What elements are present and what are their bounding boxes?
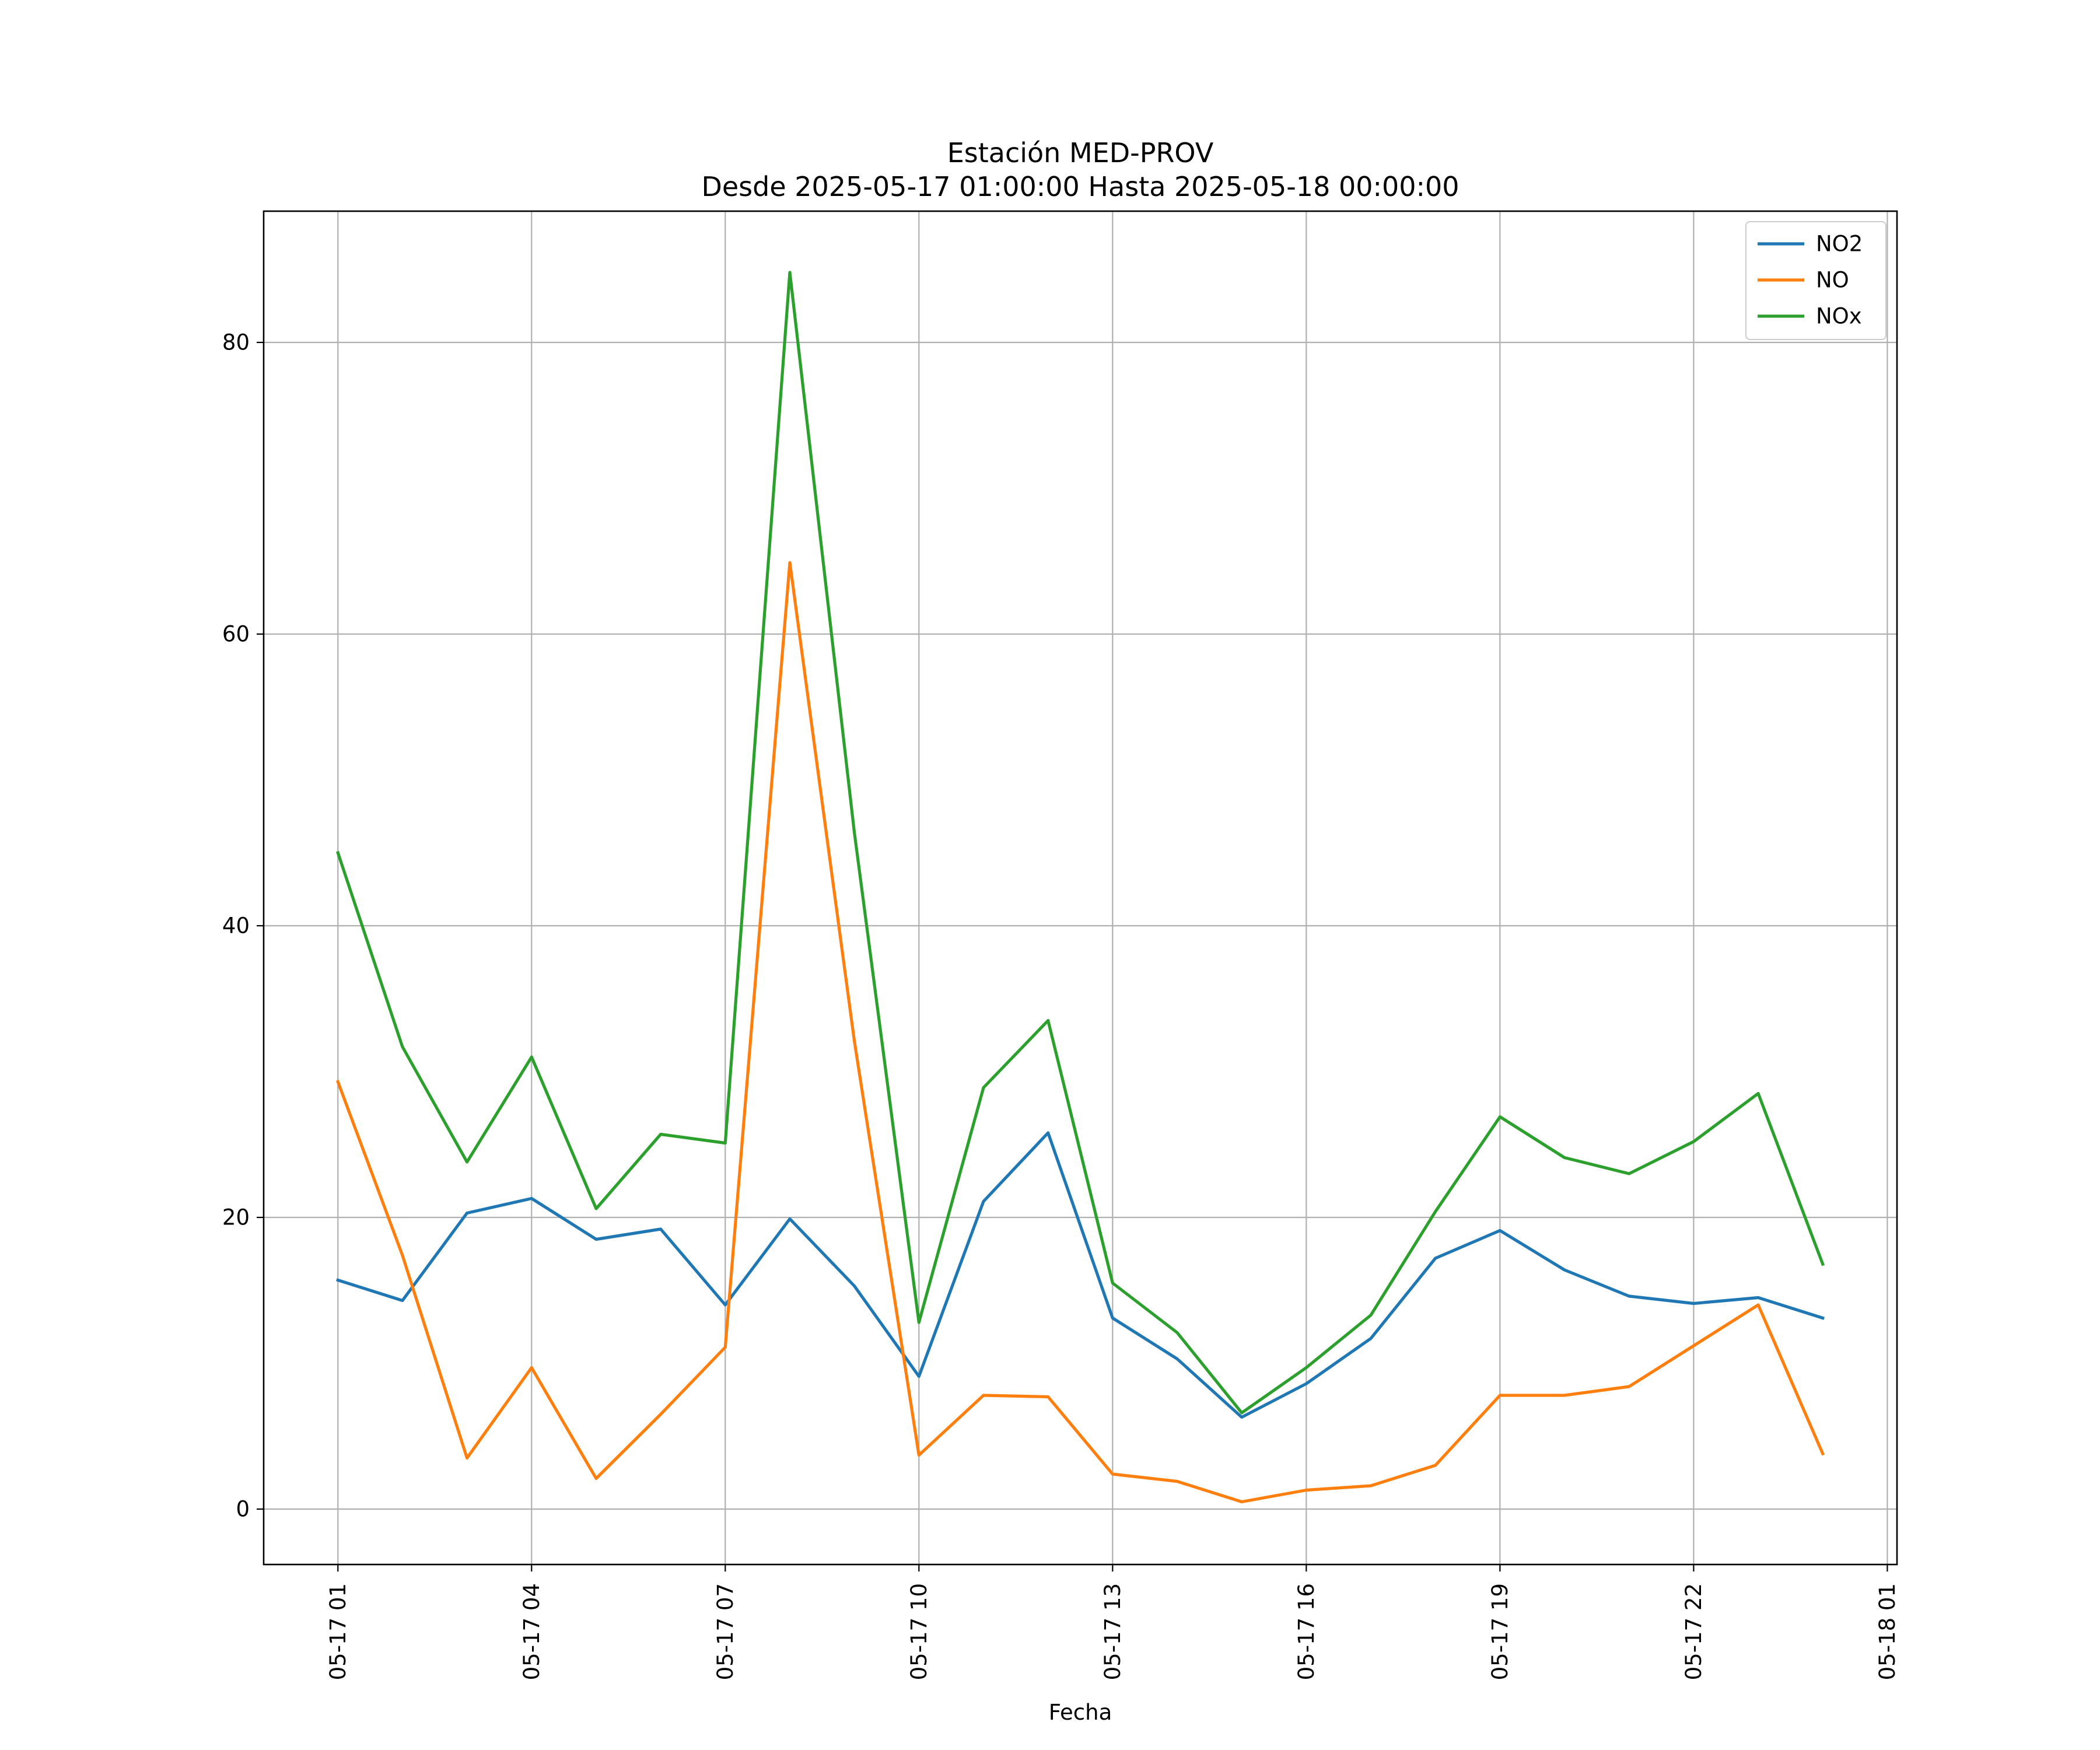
grid-lines <box>264 211 1897 1564</box>
plot-frame <box>262 210 1898 1566</box>
chart-title: Estación MED-PROV <box>947 137 1214 169</box>
x-tick-label: 05-17 07 <box>713 1583 738 1680</box>
legend-box <box>1745 221 1887 340</box>
y-axis: 0 20 40 60 80 <box>222 330 264 1522</box>
y-tick-label: 20 <box>222 1205 250 1230</box>
y-tick-label: 80 <box>222 330 250 355</box>
y-tick-label: 0 <box>236 1497 250 1522</box>
x-tick-label: 05-18 01 <box>1875 1583 1900 1680</box>
legend: NO2 NO NOx <box>1745 221 1887 340</box>
x-tick-label: 05-17 19 <box>1488 1583 1513 1680</box>
x-tick-label: 05-17 10 <box>907 1583 932 1680</box>
chart-subtitle: Desde 2025-05-17 01:00:00 Hasta 2025-05-… <box>701 171 1459 202</box>
x-axis-label: Fecha <box>1049 1700 1112 1725</box>
x-tick-label: 05-17 13 <box>1100 1583 1125 1680</box>
series-line-nox <box>336 271 1825 1415</box>
x-tick-label: 05-17 22 <box>1681 1583 1706 1680</box>
legend-label-nox: NOx <box>1816 304 1862 329</box>
series-line-no2 <box>336 1131 1825 1419</box>
series-layer <box>335 271 1825 1504</box>
x-tick-label: 05-17 04 <box>519 1583 544 1680</box>
x-axis: 05-17 01 05-17 04 05-17 07 05-17 10 05-17 13… <box>326 1564 1900 1680</box>
x-tick-label: 05-17 16 <box>1294 1583 1319 1680</box>
legend-label-no2: NO2 <box>1816 232 1863 257</box>
legend-label-no: NO <box>1816 268 1849 293</box>
x-tick-label: 05-17 01 <box>326 1583 351 1680</box>
y-tick-label: 40 <box>222 914 250 939</box>
y-tick-label: 60 <box>222 622 250 647</box>
series-line-no <box>335 561 1825 1504</box>
